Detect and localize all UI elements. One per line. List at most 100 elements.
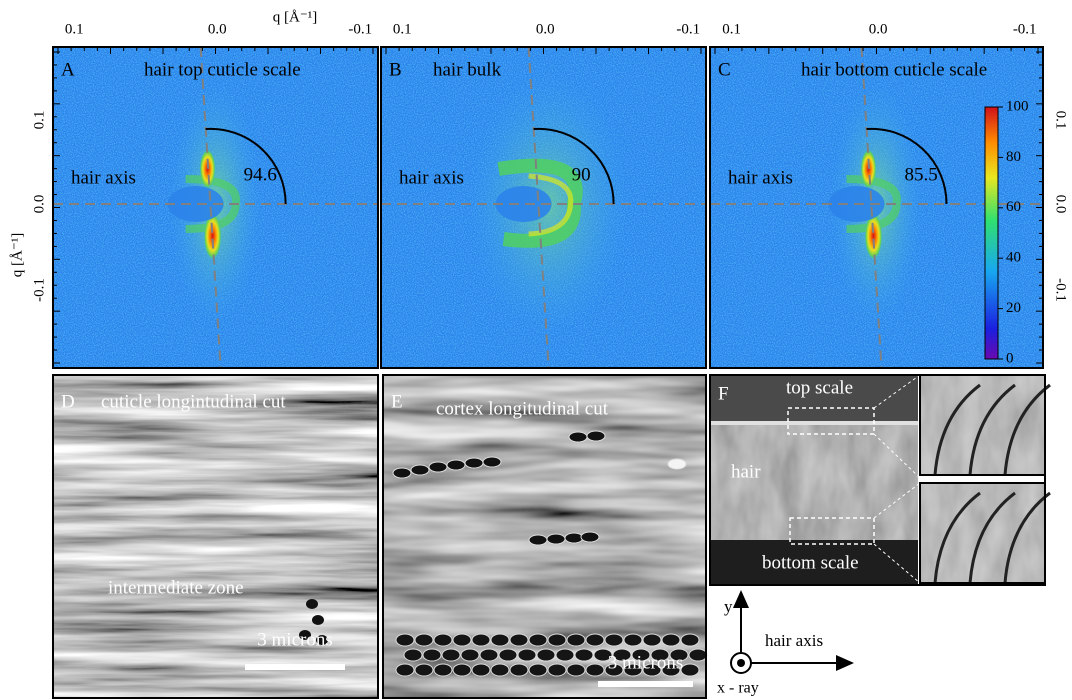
cell-granule bbox=[547, 663, 567, 677]
cell-granule bbox=[566, 633, 586, 647]
hot-spot bbox=[864, 212, 883, 260]
cell-granule bbox=[585, 663, 605, 677]
scale-edge bbox=[968, 491, 1016, 584]
cell-granule bbox=[667, 458, 687, 470]
panel-frame bbox=[709, 374, 1046, 586]
scattering-panel: 94.6 A hair top cuticle scale hair axis 0.1 0… bbox=[52, 21, 379, 369]
cell-granule bbox=[642, 663, 662, 677]
panel-title: cuticle longintudinal cut bbox=[101, 391, 286, 412]
axis-annotation: hair axis bbox=[399, 167, 464, 188]
cell-granule bbox=[509, 633, 529, 647]
cell-granule bbox=[517, 648, 537, 662]
cell-granule bbox=[604, 663, 624, 677]
left-tick-label: 0.1 bbox=[31, 111, 47, 130]
panel-letter: E bbox=[391, 391, 403, 412]
cell-granule bbox=[299, 630, 311, 640]
cell-granule bbox=[580, 531, 600, 543]
cell-granule bbox=[631, 648, 651, 662]
cell-granule bbox=[441, 648, 461, 662]
panel-letter: D bbox=[61, 391, 75, 412]
scatter-crescent-core bbox=[528, 173, 574, 237]
cell-granule bbox=[395, 633, 415, 647]
colorbar-tick-label: 40 bbox=[1006, 250, 1021, 266]
cell-granule bbox=[433, 633, 453, 647]
cell-granule bbox=[669, 648, 689, 662]
zoom-box bbox=[789, 517, 875, 545]
cell-granule bbox=[395, 663, 415, 677]
cell-granule bbox=[452, 663, 472, 677]
cell-granule bbox=[316, 635, 328, 645]
zoom-line bbox=[873, 433, 921, 479]
cell-granule bbox=[547, 633, 567, 647]
top-tick-label: 0.1 bbox=[722, 21, 741, 37]
cell-granule bbox=[509, 663, 529, 677]
cell-granule bbox=[498, 648, 518, 662]
cell-granule bbox=[586, 430, 606, 442]
cell-granule bbox=[574, 648, 594, 662]
cell-granule bbox=[661, 633, 681, 647]
cell-granule bbox=[566, 663, 586, 677]
scale-edge bbox=[1003, 491, 1051, 584]
cell-granule bbox=[593, 648, 613, 662]
axis-dash bbox=[527, 46, 550, 369]
scale-bar bbox=[245, 664, 345, 670]
cell-granule bbox=[623, 663, 643, 677]
zoom-box bbox=[787, 407, 875, 435]
sem-edge bbox=[710, 421, 918, 425]
panel-title: cortex longitudinal cut bbox=[436, 398, 609, 419]
axis-annotation: hair axis bbox=[728, 167, 793, 188]
annotation: intermediate zone bbox=[108, 577, 244, 598]
angle-label: 94.6 bbox=[244, 164, 277, 185]
top-tick-label: 0.0 bbox=[208, 21, 227, 37]
panel-title: hair bottom cuticle scale bbox=[801, 59, 987, 80]
cell-granule bbox=[414, 663, 434, 677]
cell-granule bbox=[428, 461, 448, 473]
cell-granule bbox=[471, 663, 491, 677]
cell-granule bbox=[446, 459, 466, 471]
colorbar-tick-label: 60 bbox=[1006, 199, 1021, 215]
top-tick-label: -0.1 bbox=[1013, 21, 1037, 37]
x-label: hair axis bbox=[765, 631, 823, 650]
hot-spot bbox=[203, 212, 222, 260]
top-tick-label: 0.1 bbox=[393, 21, 412, 37]
zoom-line bbox=[873, 482, 921, 519]
colorbar-tick-label: 0 bbox=[1006, 350, 1014, 366]
right-tick-label: -0.1 bbox=[1053, 278, 1069, 302]
scale-edge bbox=[968, 383, 1016, 476]
angle-label: 90 bbox=[572, 164, 591, 185]
scale-edge bbox=[1003, 383, 1051, 476]
cell-granule bbox=[564, 532, 584, 544]
scale-edge bbox=[933, 491, 981, 584]
cell-granule bbox=[528, 534, 548, 546]
panel-letter: B bbox=[389, 59, 402, 80]
cell-granule bbox=[392, 467, 412, 479]
axis-annotation: hair axis bbox=[71, 167, 136, 188]
cell-granule bbox=[410, 464, 430, 476]
axis-dash bbox=[860, 46, 883, 369]
hot-spot bbox=[860, 149, 877, 189]
cell-granule bbox=[471, 633, 491, 647]
panel-letter: F bbox=[718, 383, 729, 404]
cell-granule bbox=[312, 615, 324, 625]
colorbar-tick-label: 80 bbox=[1006, 149, 1021, 165]
top-tick-label: 0.0 bbox=[536, 21, 555, 37]
sem-bottom-dark bbox=[710, 540, 918, 585]
left-axis-label: q [Å⁻¹] bbox=[9, 233, 25, 278]
top-tick-label: 0.0 bbox=[869, 21, 888, 37]
cell-granule bbox=[650, 648, 670, 662]
cell-granule bbox=[490, 633, 510, 647]
top-tick-label: -0.1 bbox=[348, 21, 372, 37]
cell-granule bbox=[623, 633, 643, 647]
angle-label: 85.5 bbox=[905, 164, 938, 185]
top-axis-label: q [Å⁻¹] bbox=[273, 9, 318, 25]
beam-label: x - ray bbox=[717, 680, 759, 697]
zoom-line bbox=[873, 543, 921, 584]
hot-spot bbox=[199, 149, 216, 189]
scale-bar bbox=[598, 681, 693, 687]
top-tick-label: 0.1 bbox=[65, 21, 84, 37]
cell-granule bbox=[460, 648, 480, 662]
region-label: top scale bbox=[786, 377, 853, 398]
cell-granule bbox=[612, 648, 632, 662]
